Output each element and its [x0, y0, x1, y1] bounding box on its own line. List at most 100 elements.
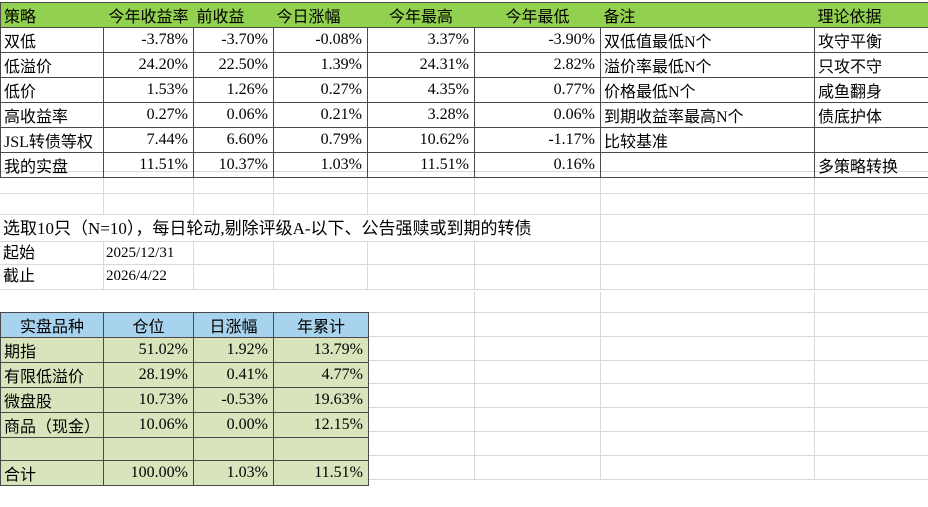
cell-ytd-low[interactable]: 0.16% — [474, 152, 601, 178]
cell-ytd-return[interactable]: 24.20% — [103, 52, 194, 78]
strategy-row: 我的实盘 11.51% 10.37% 1.03% 11.51% 0.16% 多策… — [0, 152, 928, 178]
portfolio-row: 期指 51.02% 1.92% 13.79% — [0, 337, 369, 363]
cell-position[interactable]: 51.02% — [103, 337, 194, 363]
cell-ytd-total[interactable]: 13.79% — [273, 337, 369, 363]
header-position[interactable]: 仓位 — [103, 312, 194, 338]
cell-prev-return[interactable]: 10.37% — [193, 152, 274, 178]
cell-ytd-high[interactable]: 3.28% — [367, 102, 475, 128]
cell-rationale[interactable]: 咸鱼翻身 — [814, 77, 928, 103]
cell-prev-return[interactable]: 6.60% — [193, 127, 274, 153]
cell-remark[interactable]: 比较基准 — [600, 127, 815, 153]
cell-ytd-return[interactable]: 7.44% — [103, 127, 194, 153]
header-ytd-high[interactable]: 今年最高 — [367, 2, 475, 28]
start-date-value[interactable]: 2025/12/31 — [106, 245, 175, 261]
header-instrument[interactable]: 实盘品种 — [0, 312, 104, 338]
cell-position[interactable]: 10.73% — [103, 387, 194, 413]
cell-strategy-name[interactable]: 我的实盘 — [0, 152, 104, 178]
header-today-change[interactable]: 今日涨幅 — [273, 2, 368, 28]
header-rationale[interactable]: 理论依据 — [814, 2, 928, 28]
cell-remark[interactable]: 双低值最低N个 — [600, 27, 815, 53]
cell-day-change[interactable]: -0.53% — [193, 387, 274, 413]
cell-ytd-low[interactable]: -3.90% — [474, 27, 601, 53]
cell-ytd-total[interactable]: 4.77% — [273, 362, 369, 388]
cell-position[interactable]: 28.19% — [103, 362, 194, 388]
cell-ytd-low[interactable]: 0.06% — [474, 102, 601, 128]
cell-day-change[interactable]: 1.92% — [193, 337, 274, 363]
cell-instrument[interactable] — [0, 437, 104, 461]
cell-rationale[interactable]: 债底护体 — [814, 102, 928, 128]
end-date-value[interactable]: 2026/4/22 — [106, 268, 167, 284]
cell-strategy-name[interactable]: 高收益率 — [0, 102, 104, 128]
cell-today-change[interactable]: 0.27% — [273, 77, 368, 103]
cell-position[interactable] — [103, 437, 194, 461]
cell-strategy-name[interactable]: 双低 — [0, 27, 104, 53]
cell-ytd-high[interactable]: 3.37% — [367, 27, 475, 53]
cell-ytd-return[interactable]: 1.53% — [103, 77, 194, 103]
cell-ytd-low[interactable]: -1.17% — [474, 127, 601, 153]
cell-prev-return[interactable]: 0.06% — [193, 102, 274, 128]
cell-total-label[interactable]: 合计 — [0, 460, 104, 486]
cell-rationale[interactable]: 多策略转换 — [814, 152, 928, 178]
cell-ytd-high[interactable]: 24.31% — [367, 52, 475, 78]
cell-remark[interactable]: 到期收益率最高N个 — [600, 102, 815, 128]
cell-remark[interactable]: 价格最低N个 — [600, 77, 815, 103]
cell-ytd-return[interactable]: -3.78% — [103, 27, 194, 53]
portfolio-row-empty — [0, 437, 369, 461]
header-remark[interactable]: 备注 — [600, 2, 815, 28]
cell-ytd-high[interactable]: 11.51% — [367, 152, 475, 178]
cell-today-change[interactable]: 1.03% — [273, 152, 368, 178]
cell-strategy-name[interactable]: 低溢价 — [0, 52, 104, 78]
strategy-row: 低价 1.53% 1.26% 0.27% 4.35% 0.77% 价格最低N个 … — [0, 77, 928, 103]
cell-day-change[interactable]: 0.41% — [193, 362, 274, 388]
cell-today-change[interactable]: 1.39% — [273, 52, 368, 78]
cell-rationale[interactable] — [814, 127, 928, 153]
selection-rule-note[interactable]: 选取10只（N=10），每日轮动,剔除评级A-以下、公告强赎或到期的转债 — [3, 219, 532, 238]
cell-ytd-return[interactable]: 0.27% — [103, 102, 194, 128]
cell-rationale[interactable]: 攻守平衡 — [814, 27, 928, 53]
cell-today-change[interactable]: 0.21% — [273, 102, 368, 128]
cell-ytd-return[interactable]: 11.51% — [103, 152, 194, 178]
cell-ytd-total[interactable]: 12.15% — [273, 412, 369, 438]
cell-strategy-name[interactable]: 低价 — [0, 77, 104, 103]
cell-instrument[interactable]: 商品（现金） — [0, 412, 104, 438]
header-ytd-total[interactable]: 年累计 — [273, 312, 369, 338]
cell-total-day-change[interactable]: 1.03% — [193, 460, 274, 486]
portfolio-total-row: 合计 100.00% 1.03% 11.51% — [0, 460, 369, 486]
portfolio-row: 微盘股 10.73% -0.53% 19.63% — [0, 387, 369, 413]
cell-remark[interactable] — [600, 152, 815, 178]
strategy-header-row: 策略 今年收益率 前收益 今日涨幅 今年最高 今年最低 备注 理论依据 — [0, 2, 928, 28]
cell-instrument[interactable]: 有限低溢价 — [0, 362, 104, 388]
cell-instrument[interactable]: 微盘股 — [0, 387, 104, 413]
start-date-label[interactable]: 起始 — [3, 245, 36, 262]
end-date-label[interactable]: 截止 — [3, 268, 36, 285]
cell-prev-return[interactable]: -3.70% — [193, 27, 274, 53]
cell-position[interactable]: 10.06% — [103, 412, 194, 438]
cell-ytd-low[interactable]: 2.82% — [474, 52, 601, 78]
cell-day-change[interactable]: 0.00% — [193, 412, 274, 438]
header-day-change[interactable]: 日涨幅 — [193, 312, 274, 338]
cell-total-ytd-total[interactable]: 11.51% — [273, 460, 369, 486]
header-prev-return[interactable]: 前收益 — [193, 2, 274, 28]
cell-total-position[interactable]: 100.00% — [103, 460, 194, 486]
cell-ytd-high[interactable]: 4.35% — [367, 77, 475, 103]
cell-today-change[interactable]: -0.08% — [273, 27, 368, 53]
cell-prev-return[interactable]: 22.50% — [193, 52, 274, 78]
portfolio-table: 实盘品种 仓位 日涨幅 年累计 期指 51.02% 1.92% 13.79% 有… — [0, 312, 369, 486]
portfolio-row: 有限低溢价 28.19% 0.41% 4.77% — [0, 362, 369, 388]
cell-ytd-low[interactable]: 0.77% — [474, 77, 601, 103]
cell-strategy-name[interactable]: JSL转债等权 — [0, 127, 104, 153]
cell-instrument[interactable]: 期指 — [0, 337, 104, 363]
header-ytd-return[interactable]: 今年收益率 — [103, 2, 194, 28]
cell-prev-return[interactable]: 1.26% — [193, 77, 274, 103]
cell-ytd-high[interactable]: 10.62% — [367, 127, 475, 153]
cell-ytd-total[interactable]: 19.63% — [273, 387, 369, 413]
header-ytd-low[interactable]: 今年最低 — [474, 2, 601, 28]
cell-today-change[interactable]: 0.79% — [273, 127, 368, 153]
cell-remark[interactable]: 溢价率最低N个 — [600, 52, 815, 78]
header-strategy[interactable]: 策略 — [0, 2, 104, 28]
cell-rationale[interactable]: 只攻不守 — [814, 52, 928, 78]
cell-day-change[interactable] — [193, 437, 274, 461]
strategy-row: 双低 -3.78% -3.70% -0.08% 3.37% -3.90% 双低值… — [0, 27, 928, 53]
cell-ytd-total[interactable] — [273, 437, 369, 461]
